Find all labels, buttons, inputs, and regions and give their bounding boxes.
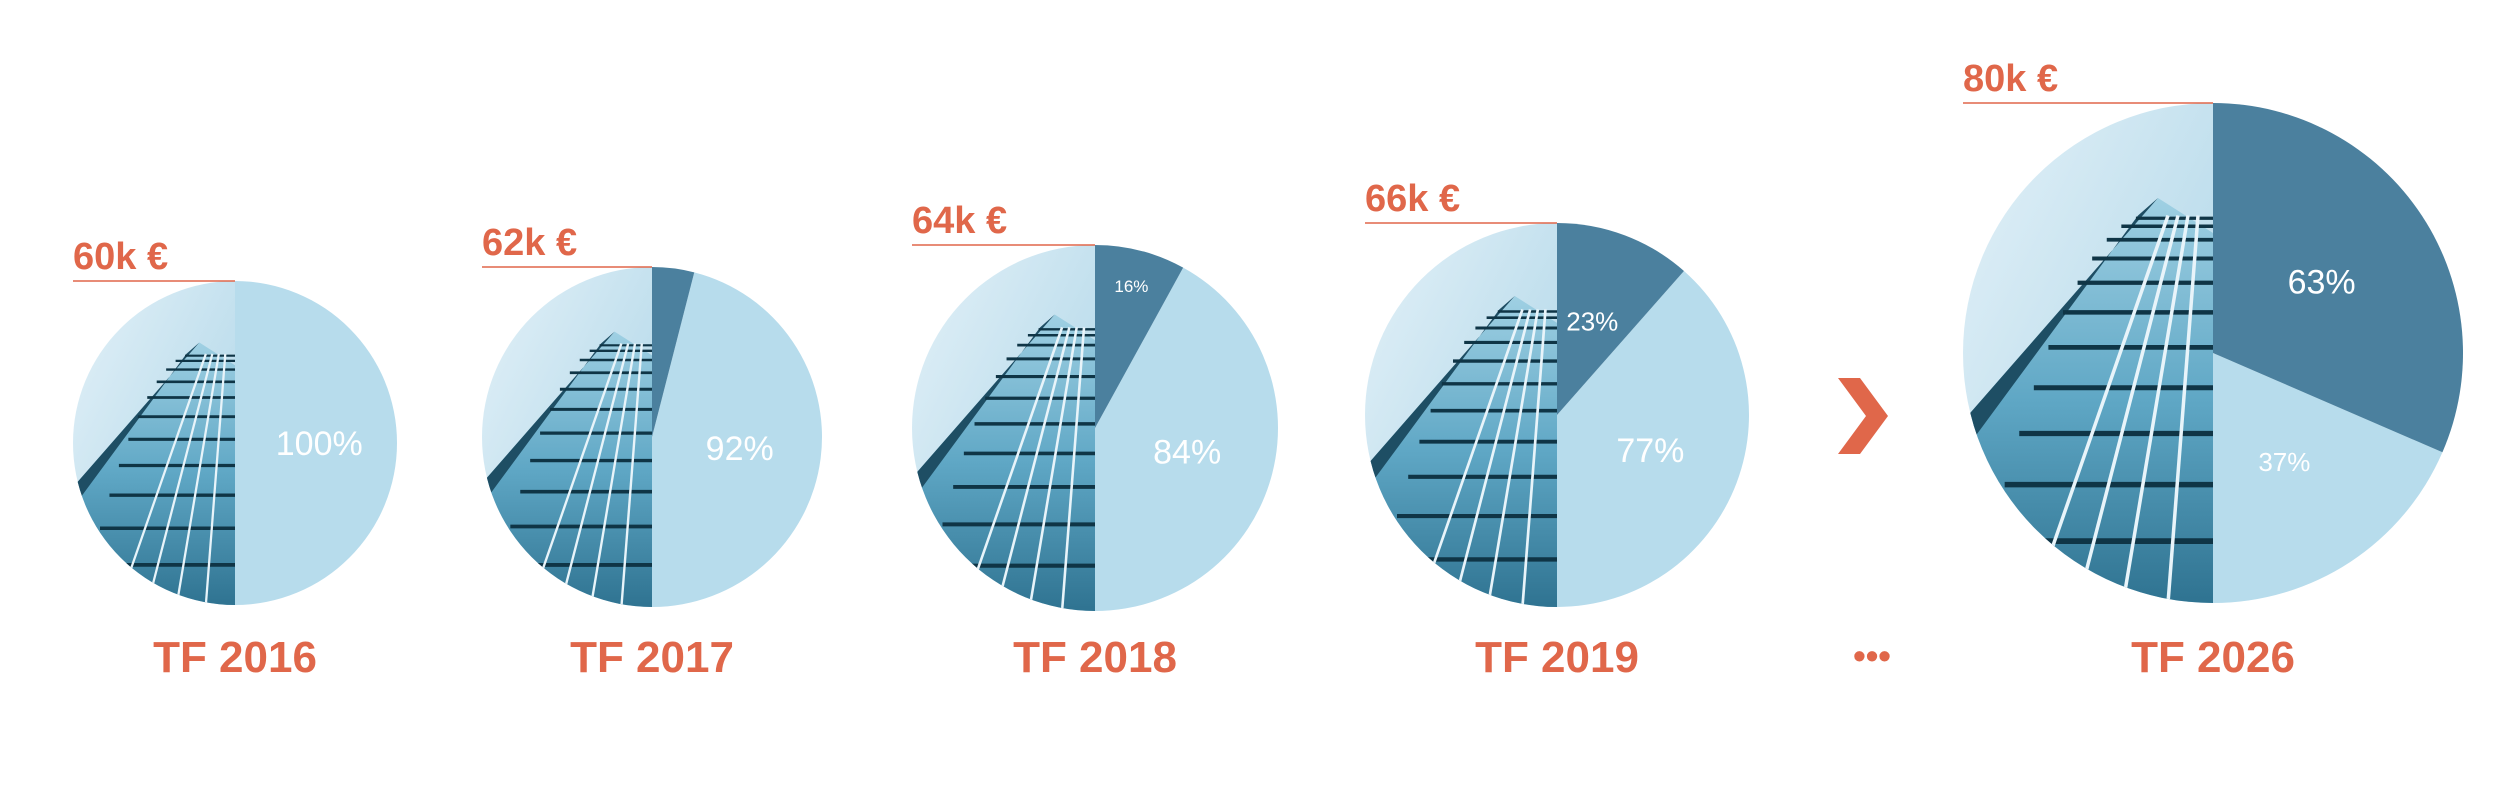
building-photo bbox=[912, 245, 1095, 611]
slice-light-label: 92% bbox=[706, 430, 774, 468]
slice-dark-label: 63% bbox=[2288, 264, 2356, 302]
year-label: TF 2017 bbox=[570, 633, 734, 682]
slice-light-label: 84% bbox=[1153, 434, 1221, 472]
slice-light-label: 77% bbox=[1616, 432, 1684, 470]
slice-light bbox=[235, 281, 397, 605]
total-label: 66k € bbox=[1365, 178, 1460, 220]
slice-dark bbox=[1557, 223, 1684, 415]
year-label: TF 2019 bbox=[1475, 633, 1639, 682]
slice-light bbox=[652, 272, 823, 607]
total-label: 62k € bbox=[482, 222, 577, 264]
pie-0: 100% 60k € TF 2016 bbox=[73, 236, 397, 682]
building-photo bbox=[1365, 223, 1557, 607]
slice-dark bbox=[652, 267, 695, 437]
building-facade bbox=[1968, 198, 2213, 603]
building-photo bbox=[482, 267, 652, 607]
slice-dark bbox=[2213, 102, 2463, 453]
timeline-separator: ••• bbox=[1838, 378, 1891, 676]
pie-4: 37% 63% 80k € TF 2026 bbox=[1963, 58, 2463, 682]
year-label: TF 2016 bbox=[153, 633, 317, 682]
building-facade bbox=[915, 314, 1095, 611]
building-photo bbox=[1963, 103, 2213, 603]
total-label: 60k € bbox=[73, 236, 168, 278]
total-label: 64k € bbox=[912, 200, 1007, 242]
slice-light-label: 100% bbox=[276, 425, 363, 463]
slice-light bbox=[1557, 270, 1750, 607]
building-facade bbox=[1368, 295, 1557, 607]
total-label: 80k € bbox=[1963, 58, 2058, 100]
ellipsis: ••• bbox=[1853, 635, 1891, 676]
slice-light-label: 37% bbox=[2258, 447, 2310, 477]
building-facade bbox=[485, 331, 652, 607]
slice-light bbox=[2213, 353, 2443, 603]
pie-2: 84% 16% 64k € TF 2018 bbox=[912, 200, 1278, 682]
slice-dark-label: 16% bbox=[1114, 277, 1148, 296]
year-label: TF 2018 bbox=[1013, 633, 1177, 682]
slice-light bbox=[1095, 267, 1278, 611]
chevron-right-icon bbox=[1838, 378, 1888, 454]
building-photo bbox=[73, 281, 236, 605]
pie-1: 92% 62k € TF 2017 bbox=[482, 222, 823, 682]
pie-3: 77% 23% 66k € TF 2019 bbox=[1365, 178, 1750, 682]
slice-dark-label: 23% bbox=[1566, 307, 1618, 337]
slice-dark bbox=[1095, 245, 1184, 428]
building-facade bbox=[76, 342, 236, 605]
year-label: TF 2026 bbox=[2131, 633, 2295, 682]
